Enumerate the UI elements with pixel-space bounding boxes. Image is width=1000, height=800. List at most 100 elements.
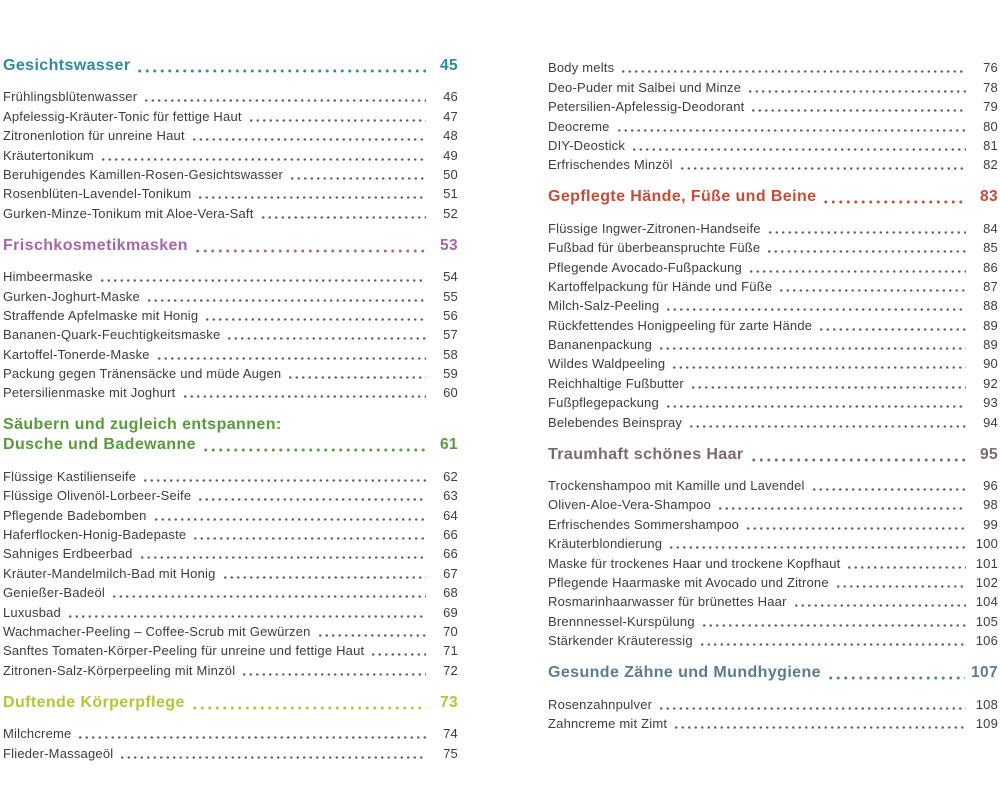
entry-title: Body melts (548, 60, 615, 76)
entry-page-number: 57 (443, 327, 458, 343)
entry-title: Haferflocken-Honig-Badepaste (3, 527, 187, 543)
entry-title: Rückfettendes Honigpeeling für zarte Hän… (548, 317, 813, 333)
section-title-row: Gesichtswasser 45 (3, 56, 458, 76)
entry-title: Belebendes Beinspray (548, 414, 683, 430)
section-header: Frischkosmetikmasken 53 (3, 236, 458, 256)
toc-entry: Fußbad für überbeanspruchte Füße 85 (548, 236, 998, 255)
entry-page-number: 47 (443, 108, 458, 124)
dot-leader (822, 200, 966, 205)
toc-entry: Sahniges Erdbeerbad 66 (3, 542, 458, 561)
entry-page-number: 104 (975, 594, 998, 610)
dot-leader (846, 565, 966, 569)
entry-page-number: 109 (975, 715, 998, 731)
entry-title: Flieder-Massageöl (3, 745, 114, 761)
entry-title: Apfelessig-Kräuter-Tonic für fettige Hau… (3, 108, 242, 124)
entry-title: Bananenpackung (548, 337, 653, 353)
dot-leader (226, 337, 426, 341)
toc-entry: Rosenzahnpulver 108 (548, 692, 998, 712)
entry-title: Flüssige Ingwer-Zitronen-Handseife (548, 220, 761, 236)
entry-title: Stärkender Kräuteressig (548, 633, 693, 649)
entry-page-number: 85 (983, 240, 998, 256)
toc-entry: Packung gegen Tränensäcke und müde Augen… (3, 362, 458, 381)
dot-leader (766, 230, 966, 234)
dot-leader (287, 376, 426, 380)
toc-entry: Haferflocken-Honig-Badepaste 66 (3, 523, 458, 542)
entry-page-number: 75 (443, 745, 458, 761)
section-title-line: Säubern und zugleich entspannen: (3, 416, 282, 434)
entry-page-number: 66 (443, 546, 458, 562)
entry-title: Milch-Salz-Peeling (548, 298, 660, 314)
entry-title: Gurken-Joghurt-Maske (3, 288, 140, 304)
entry-title: Milchcreme (3, 726, 72, 742)
section-title: Frischkosmetikmasken (3, 236, 188, 254)
dot-leader (698, 643, 966, 647)
entry-title: Genießer-Badeöl (3, 585, 105, 601)
toc-entry: Oliven-Aloe-Vera-Shampoo 98 (548, 493, 998, 512)
entry-page-number: 101 (975, 555, 998, 571)
dot-leader (197, 498, 426, 502)
dot-leader (77, 736, 426, 740)
section-title: Gesichtswasser (3, 57, 131, 74)
dot-leader (99, 157, 426, 161)
toc-section: Body melts 76 Deo-Puder mit Salbei und Min… (548, 56, 998, 172)
entry-page-number: 51 (443, 186, 458, 202)
dot-leader (143, 99, 426, 103)
section-header: Säubern und zugleich entspannen: Dusche u… (3, 415, 458, 455)
toc-entry: Frühlingsblütenwasser 46 (3, 85, 458, 104)
dot-leader (204, 317, 426, 321)
toc-entry: Kräutertonikum 49 (3, 143, 458, 163)
toc-section: Gepflegte Hände, Füße und Beine 83 Flüssig… (548, 187, 998, 429)
toc-entry: Flieder-Massageöl 75 (3, 741, 458, 761)
entry-title: Trockenshampoo mit Kamille und Lavendel (548, 478, 805, 494)
section-title: Duftende Körperpflege (3, 693, 185, 711)
entry-title: Straffende Apfelmaske mit Honig (3, 307, 199, 323)
entry-title: Rosenzahnpulver (548, 696, 653, 712)
entry-page-number: 79 (983, 99, 998, 115)
dot-leader (766, 250, 966, 254)
entry-page-number: 46 (443, 89, 458, 105)
toc-entry: Wildes Waldpeeling 90 (548, 352, 998, 371)
toc-entry: Bananen-Quark-Feuchtigkeitsmaske 57 (3, 323, 458, 342)
toc-entry: Milch-Salz-Peeling 88 (548, 294, 998, 313)
toc-entry: Apfelessig-Kräuter-Tonic für fettige Hau… (3, 104, 458, 124)
entry-page-number: 88 (983, 298, 998, 314)
entry-title: Sahniges Erdbeerbad (3, 546, 133, 562)
dot-leader (747, 89, 966, 93)
toc-column-left: Gesichtswasser 45 Frühlingsblütenwasser 46 A… (3, 56, 458, 776)
dot-leader (665, 308, 966, 312)
dot-leader (668, 546, 966, 550)
dot-leader (745, 526, 966, 530)
entry-title: Kräuterblondierung (548, 536, 663, 552)
dot-leader (615, 128, 966, 132)
toc-entry: Kräuterblondierung 100 (548, 532, 998, 551)
toc-entry: Zahncreme mit Zimt 109 (548, 712, 998, 731)
entry-title: Beruhigendes Kamillen-Rosen-Gesichtswass… (3, 166, 284, 182)
entry-title: Rosmarinhaarwasser für brünettes Haar (548, 594, 787, 610)
toc-section: Säubern und zugleich entspannen: Dusche u… (3, 415, 458, 677)
dot-leader (192, 537, 426, 541)
entry-title: Flüssige Kastilienseife (3, 468, 137, 484)
dot-leader (818, 327, 966, 331)
dot-leader (717, 507, 966, 511)
entry-page-number: 76 (983, 60, 998, 76)
entry-title: Petersilien-Apfelessig-Deodorant (548, 99, 745, 115)
entry-title: Reichhaltige Fußbutter (548, 375, 684, 391)
entry-title: Zahncreme mit Zimt (548, 715, 668, 731)
entry-title: Fußbad für überbeanspruchte Füße (548, 240, 761, 256)
dot-leader (688, 424, 966, 428)
dot-leader (658, 706, 966, 710)
toc-entry: Rosenblüten-Lavendel-Tonikum 51 (3, 182, 458, 201)
entry-title: Oliven-Aloe-Vera-Shampoo (548, 497, 712, 513)
toc-entry: Deo-Puder mit Salbei und Minze 78 (548, 75, 998, 95)
toc-entry: Maske für trockenes Haar und trockene Ko… (548, 551, 998, 571)
toc-entry: DIY-Deostick 81 (548, 134, 998, 153)
toc-entry: Milchcreme 74 (3, 722, 458, 741)
entry-title: Wildes Waldpeeling (548, 356, 666, 372)
dot-leader (792, 604, 966, 608)
dot-leader (98, 279, 426, 283)
toc-entry: Erfrischendes Minzöl 82 (548, 153, 998, 172)
toc-entry: Wachmacher-Peeling – Coffee-Scrub mit Ge… (3, 620, 458, 639)
toc-entry: Stärkender Kräuteressig 106 (548, 629, 998, 648)
entry-title: Brennnessel-Kurspülung (548, 613, 695, 629)
entry-page-number: 70 (443, 623, 458, 639)
